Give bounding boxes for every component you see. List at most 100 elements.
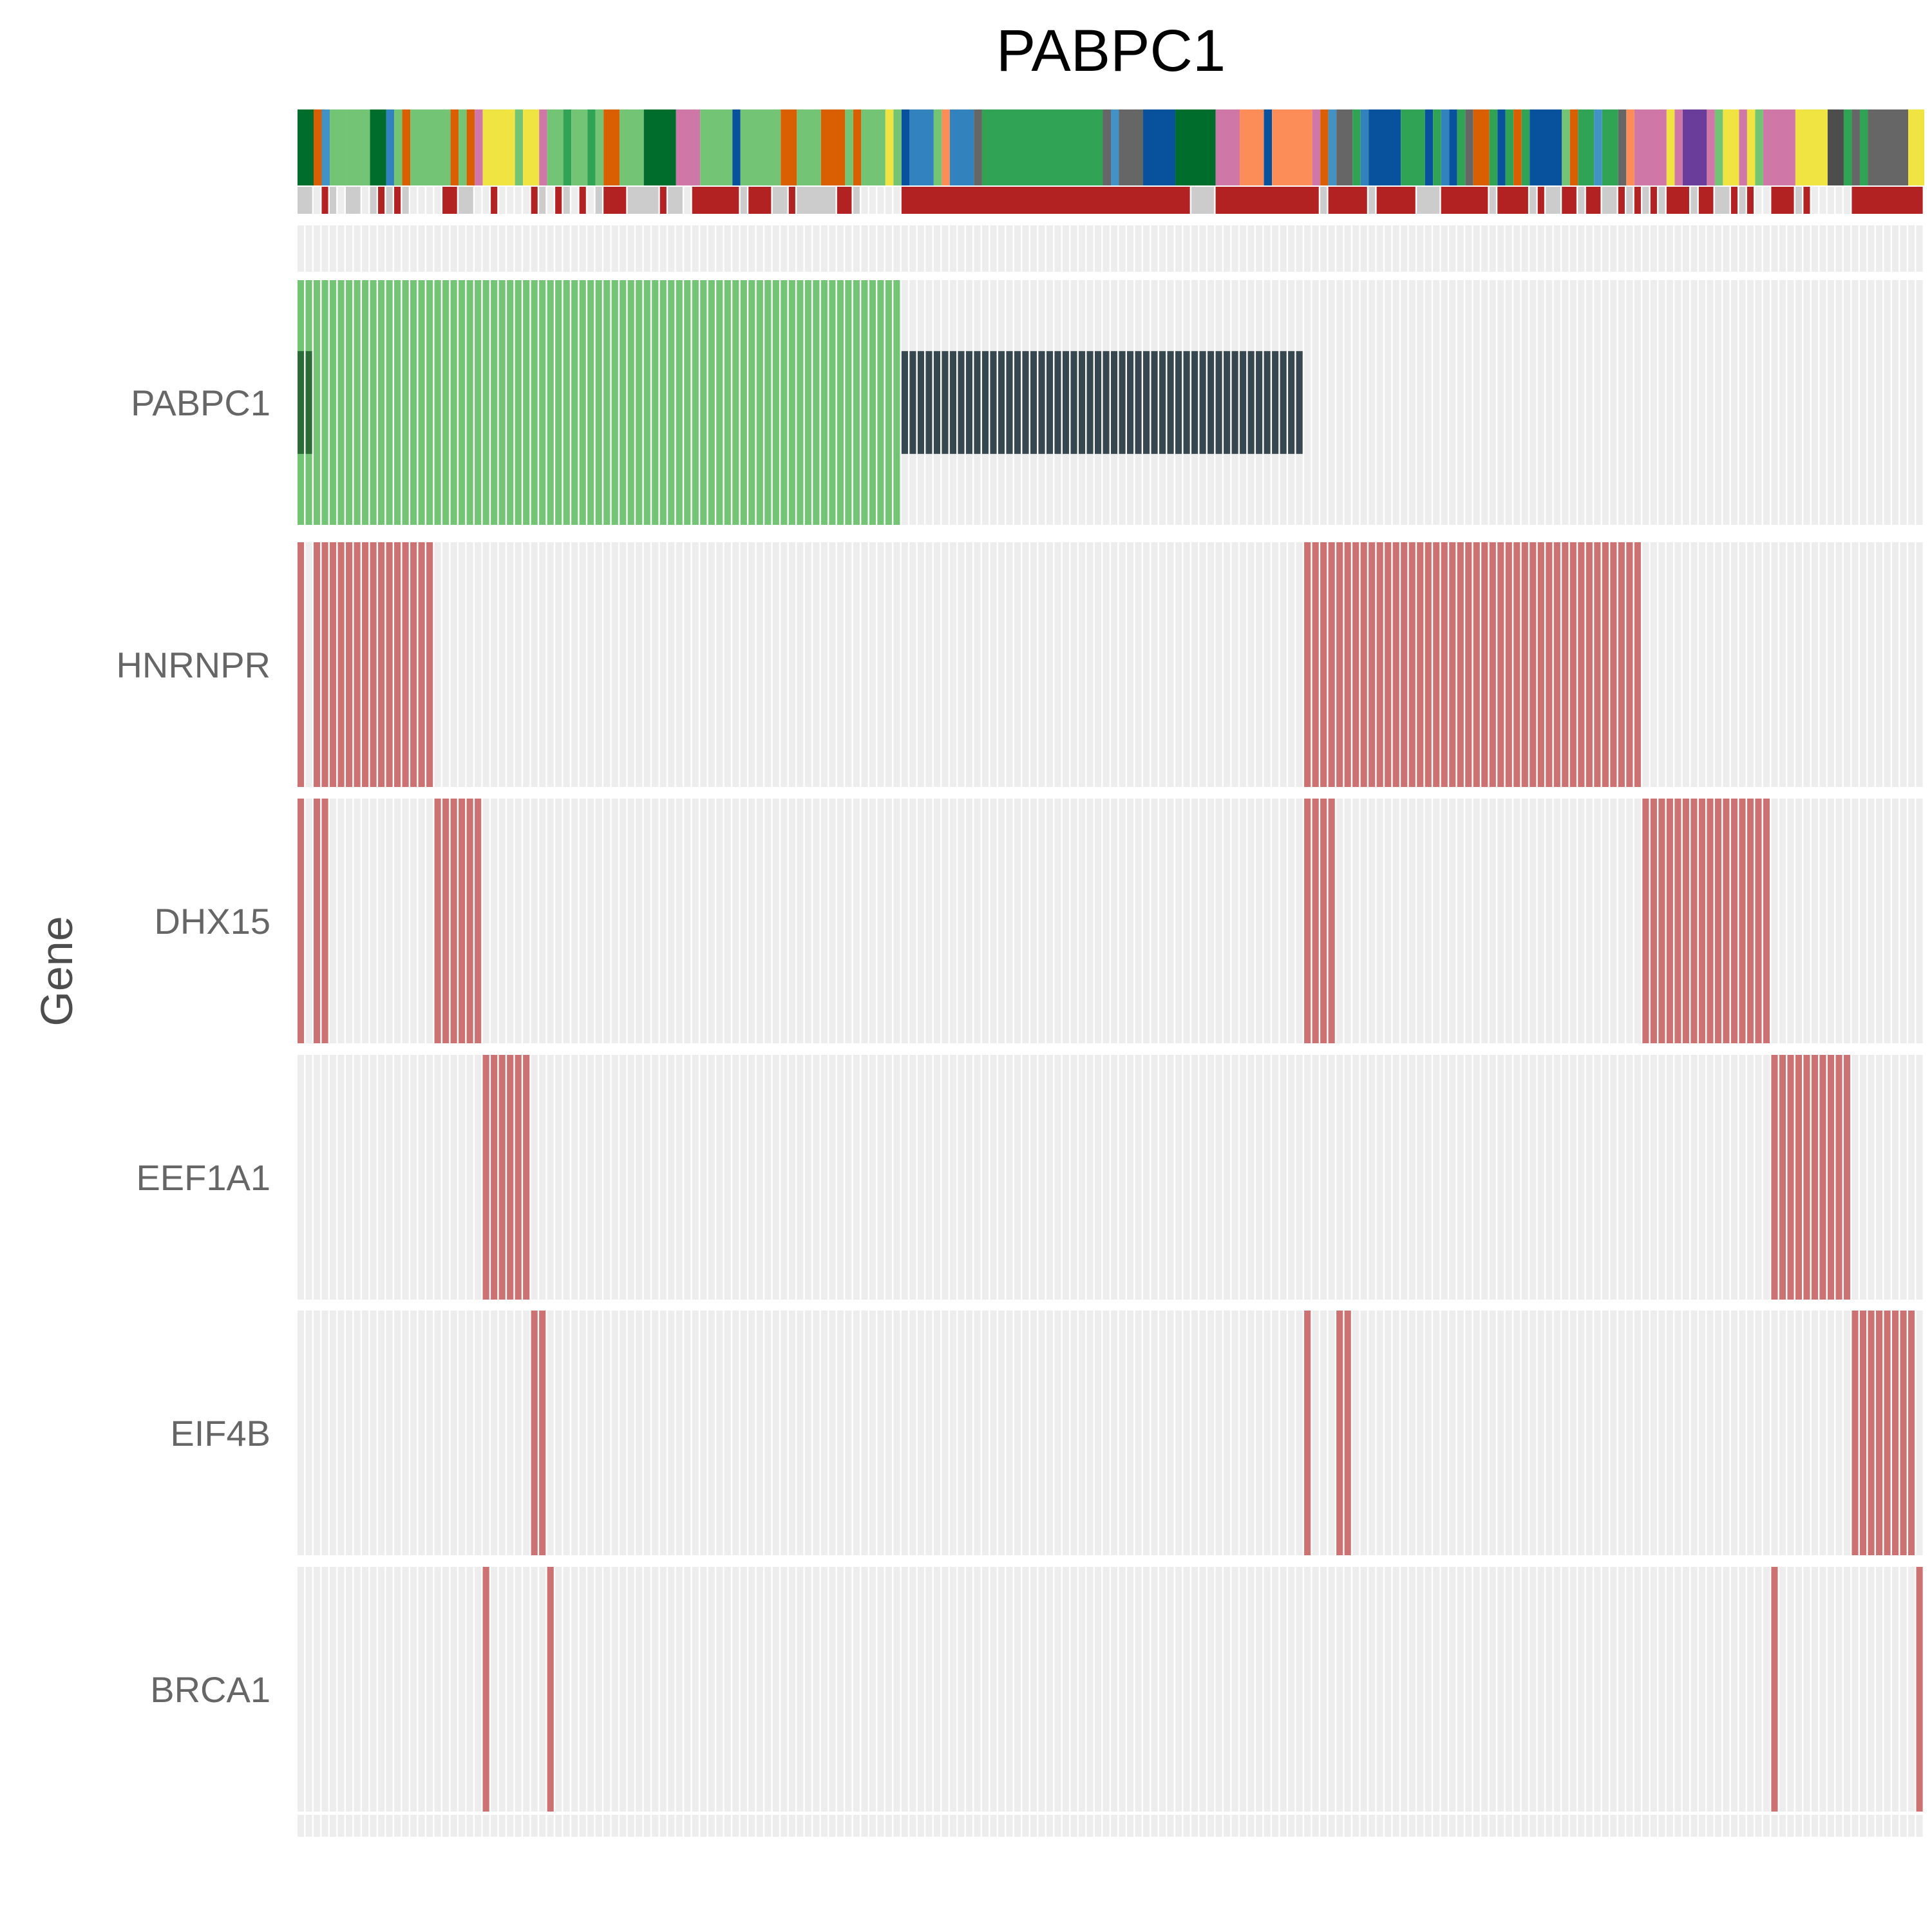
alteration-PABPC1-amplification-20 — [459, 280, 466, 525]
grid-strip-1-179 — [1739, 1815, 1746, 1837]
grid-cell-DHX15-84 — [974, 799, 981, 1043]
grid-strip-0-84 — [974, 225, 981, 272]
grid-cell-EEF1A1-20 — [459, 1055, 466, 1300]
grid-cell-EEF1A1-136 — [1392, 1055, 1399, 1300]
grid-strip-1-68 — [845, 1815, 852, 1837]
alteration-HNRNPR-coexpression-125 — [1304, 542, 1311, 787]
annotation-mid-segment-25 — [772, 187, 788, 214]
grid-strip-0-20 — [459, 225, 466, 272]
grid-cell-DHX15-7 — [354, 799, 361, 1043]
grid-cell-HNRNPR-183 — [1771, 542, 1778, 787]
alteration-PABPC1-amplification-17 — [434, 280, 441, 525]
grid-cell-EIF4B-8 — [362, 1311, 369, 1555]
grid-strip-1-108 — [1167, 1815, 1174, 1837]
grid-strip-1-37 — [595, 1815, 602, 1837]
annotation-mid-segment-58 — [1730, 187, 1738, 214]
alteration-HNRNPR-coexpression-146 — [1473, 542, 1480, 787]
alteration-PABPC1-dark_amplification-1 — [305, 351, 312, 454]
alteration-EEF1A1-coexpression-184 — [1779, 1055, 1786, 1300]
grid-strip-1-117 — [1240, 1815, 1247, 1837]
alteration-PABPC1-amplification-8 — [362, 280, 369, 525]
grid-cell-EEF1A1-19 — [450, 1055, 457, 1300]
grid-cell-PABPC1-197 — [1884, 280, 1891, 525]
annotation-mid-segment-45 — [1578, 187, 1585, 214]
alteration-PABPC1-amplification-45 — [659, 280, 667, 525]
grid-strip-0-62 — [797, 225, 804, 272]
grid-cell-DHX15-37 — [595, 799, 602, 1043]
grid-cell-HNRNPR-25 — [498, 542, 506, 787]
grid-cell-BRCA1-46 — [668, 1567, 675, 1812]
grid-cell-EEF1A1-10 — [378, 1055, 385, 1300]
grid-cell-EEF1A1-181 — [1755, 1055, 1762, 1300]
annotation-top-segment-42 — [949, 109, 974, 185]
grid-cell-HNRNPR-113 — [1208, 542, 1215, 787]
grid-cell-EIF4B-146 — [1473, 1311, 1480, 1555]
alteration-DHX15-coexpression-171 — [1674, 799, 1681, 1043]
grid-cell-EEF1A1-118 — [1247, 1055, 1255, 1300]
grid-cell-HNRNPR-85 — [981, 542, 989, 787]
grid-cell-EEF1A1-94 — [1054, 1055, 1061, 1300]
grid-cell-EEF1A1-39 — [611, 1055, 618, 1300]
grid-cell-PABPC1-173 — [1690, 280, 1698, 525]
grid-cell-EIF4B-5 — [337, 1311, 345, 1555]
grid-cell-DHX15-79 — [933, 799, 940, 1043]
alteration-BRCA1-coexpression-31 — [547, 1567, 554, 1812]
grid-strip-1-147 — [1481, 1815, 1488, 1837]
grid-cell-EIF4B-105 — [1143, 1311, 1150, 1555]
grid-cell-EIF4B-13 — [402, 1311, 409, 1555]
grid-cell-HNRNPR-31 — [547, 542, 554, 787]
annotation-top-segment-93 — [1795, 109, 1828, 185]
grid-strip-1-141 — [1433, 1815, 1440, 1837]
grid-cell-BRCA1-125 — [1304, 1567, 1311, 1812]
grid-cell-DHX15-40 — [620, 799, 627, 1043]
grid-cell-DHX15-90 — [1022, 799, 1029, 1043]
grid-cell-BRCA1-165 — [1626, 1567, 1633, 1812]
grid-cell-BRCA1-145 — [1465, 1567, 1472, 1812]
annotation-top-segment-74 — [1530, 109, 1562, 185]
grid-strip-0-154 — [1537, 225, 1544, 272]
gene-label-eif4b: EIF4B — [170, 1413, 270, 1454]
grid-cell-BRCA1-157 — [1562, 1567, 1569, 1812]
grid-cell-HNRNPR-29 — [531, 542, 538, 787]
grid-cell-HNRNPR-167 — [1642, 542, 1649, 787]
alteration-BRCA1-coexpression-183 — [1771, 1567, 1778, 1812]
alteration-PABPC1-amplification-18 — [442, 280, 450, 525]
grid-cell-BRCA1-132 — [1360, 1567, 1367, 1812]
grid-cell-DHX15-65 — [820, 799, 828, 1043]
grid-strip-0-112 — [1199, 225, 1206, 272]
alteration-PABPC1-amplification-56 — [748, 280, 755, 525]
grid-cell-HNRNPR-174 — [1698, 542, 1705, 787]
grid-cell-HNRNPR-41 — [627, 542, 634, 787]
grid-cell-PABPC1-134 — [1376, 280, 1383, 525]
grid-strip-0-107 — [1159, 225, 1166, 272]
alteration-PABPC1-amplification-49 — [692, 280, 699, 525]
annotation-mid-segment-60 — [1747, 187, 1754, 214]
grid-cell-HNRNPR-52 — [716, 542, 723, 787]
alteration-PABPC1-amplification-36 — [587, 280, 594, 525]
grid-cell-EIF4B-108 — [1167, 1311, 1174, 1555]
grid-cell-DHX15-198 — [1891, 799, 1899, 1043]
annotation-mid-segment-53 — [1658, 187, 1665, 214]
grid-cell-PABPC1-175 — [1707, 280, 1714, 525]
grid-cell-BRCA1-86 — [990, 1567, 997, 1812]
grid-strip-1-87 — [998, 1815, 1005, 1837]
grid-cell-EIF4B-87 — [998, 1311, 1005, 1555]
grid-cell-EEF1A1-82 — [958, 1055, 965, 1300]
grid-cell-EEF1A1-37 — [595, 1055, 602, 1300]
grid-cell-HNRNPR-102 — [1119, 542, 1126, 787]
grid-cell-EIF4B-192 — [1843, 1311, 1851, 1555]
alteration-EEF1A1-coexpression-27 — [515, 1055, 522, 1300]
grid-cell-EIF4B-4 — [330, 1311, 337, 1555]
grid-strip-1-137 — [1401, 1815, 1408, 1837]
alteration-EEF1A1-coexpression-25 — [498, 1055, 506, 1300]
alteration-PABPC1-amplification-44 — [652, 280, 659, 525]
grid-strip-0-115 — [1224, 225, 1231, 272]
grid-cell-EEF1A1-69 — [853, 1055, 860, 1300]
grid-strip-0-71 — [869, 225, 876, 272]
grid-cell-BRCA1-83 — [965, 1567, 973, 1812]
annotation-top-segment-14 — [482, 109, 515, 185]
annotation-top-segment-44 — [981, 109, 1103, 185]
grid-cell-BRCA1-139 — [1417, 1567, 1424, 1812]
grid-strip-0-131 — [1352, 225, 1359, 272]
gene-label-eef1a1: EEF1A1 — [136, 1157, 270, 1198]
